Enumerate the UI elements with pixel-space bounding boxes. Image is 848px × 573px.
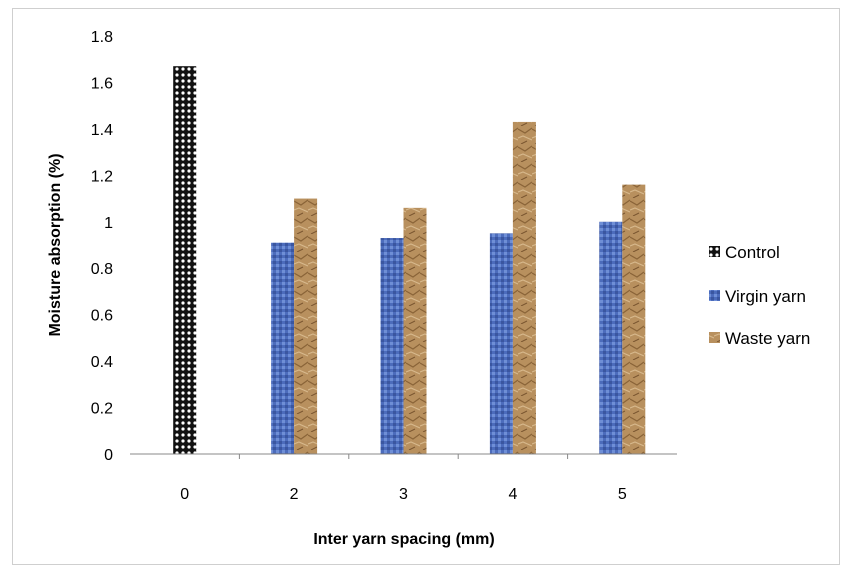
y-axis-ticks: 0 0.2 0.4 0.6 0.8 1 1.2 1.4 1.6 1.8 [91, 29, 113, 464]
bar-control-0 [173, 66, 197, 454]
legend-label-virgin-yarn: Virgin yarn [725, 287, 806, 306]
bar-virgin-yarn-5 [599, 221, 623, 454]
bar-virgin-yarn-2 [271, 242, 295, 454]
legend-label-waste-yarn: Waste yarn [725, 329, 810, 348]
x-axis-ticks: 0 2 3 4 5 [180, 454, 627, 503]
y-tick-label: 1.6 [91, 75, 113, 92]
x-tick-label: 2 [290, 486, 299, 503]
y-tick-label: 1.4 [91, 122, 113, 139]
x-tick-label: 3 [399, 486, 408, 503]
bar-waste-yarn-3 [403, 207, 427, 454]
legend-swatch-virgin-yarn [709, 290, 720, 301]
bar-virgin-yarn-4 [489, 233, 513, 454]
bar-virgin-yarn-3 [380, 238, 404, 454]
legend-swatch-waste-yarn [709, 332, 720, 343]
y-tick-label: 0.8 [91, 261, 113, 278]
x-tick-label: 4 [508, 486, 517, 503]
y-tick-label: 0.2 [91, 401, 113, 418]
legend-label-control: Control [725, 243, 780, 262]
x-tick-label: 0 [180, 486, 189, 503]
y-tick-label: 0 [104, 447, 113, 464]
legend: Control Virgin yarn Waste yarn [709, 243, 810, 348]
y-tick-label: 1.2 [91, 168, 113, 185]
y-tick-label: 0.6 [91, 308, 113, 325]
y-tick-label: 0.4 [91, 354, 113, 371]
bar-waste-yarn-2 [294, 198, 318, 454]
bar-waste-yarn-4 [512, 121, 536, 454]
y-tick-label: 1 [104, 215, 113, 232]
x-axis-title: Inter yarn spacing (mm) [313, 531, 494, 548]
bar-waste-yarn-5 [622, 184, 646, 454]
y-tick-label: 1.8 [91, 29, 113, 46]
legend-swatch-control [709, 246, 720, 257]
x-tick-label: 5 [618, 486, 627, 503]
y-axis-title: Moisture absorption (%) [47, 153, 64, 336]
bars [173, 66, 646, 454]
